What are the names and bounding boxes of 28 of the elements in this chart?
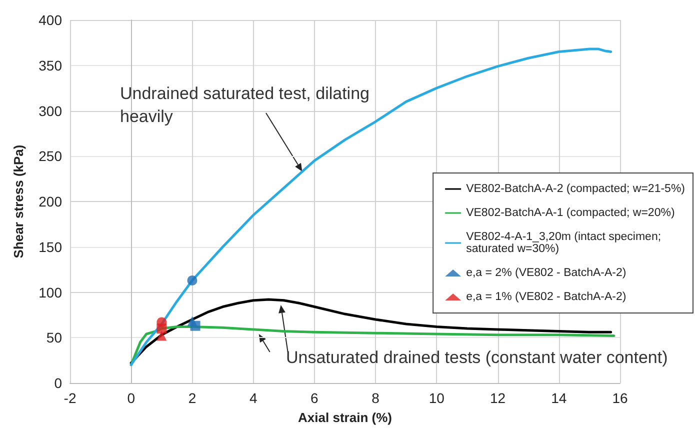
x-tick-label: 4 bbox=[249, 390, 258, 406]
legend-label: VE802-BatchA-A-2 (compacted; w=21-5%) bbox=[466, 183, 686, 195]
x-tick-label: 2 bbox=[188, 390, 196, 406]
y-tick-label: 200 bbox=[38, 194, 62, 210]
annotation: Undrained saturated test, dilating heavily bbox=[120, 84, 374, 126]
x-tick-label: 12 bbox=[490, 390, 506, 406]
y-tick-label: 350 bbox=[38, 57, 62, 74]
legend-label: e,a = 1% (VE802 - BatchA-A-2) bbox=[466, 291, 626, 303]
annotation: Unsaturated drained tests (constant water content) bbox=[286, 348, 668, 367]
y-tick-label: 50 bbox=[46, 330, 62, 346]
x-tick-label: 6 bbox=[310, 390, 319, 406]
x-tick-label: 10 bbox=[428, 390, 445, 406]
y-axis-title: Shear stress (kPa) bbox=[11, 144, 26, 258]
y-tick-label: 400 bbox=[38, 12, 62, 28]
x-tick-label: 8 bbox=[372, 390, 380, 406]
y-tick-label: 250 bbox=[38, 148, 62, 164]
y-tick-label: 100 bbox=[38, 284, 62, 300]
legend-label: e,a = 2% (VE802 - BatchA-A-2) bbox=[466, 267, 626, 279]
x-tick-label: 14 bbox=[551, 390, 567, 406]
y-tick-label: 300 bbox=[38, 102, 62, 119]
x-axis-title: Axial strain (%) bbox=[298, 410, 392, 425]
x-tick-label: -2 bbox=[64, 390, 76, 406]
x-tick-label: 16 bbox=[612, 390, 628, 406]
y-tick-label: 150 bbox=[38, 238, 62, 255]
legend-label: VE802-4-A-1_3,20m (intact specimen; saturated w=30%) bbox=[466, 231, 664, 255]
legend-label: VE802-BatchA-A-1 (compacted; w=20%) bbox=[466, 207, 675, 219]
x-tick-label: 0 bbox=[127, 390, 136, 406]
y-tick-label: 0 bbox=[54, 375, 62, 391]
